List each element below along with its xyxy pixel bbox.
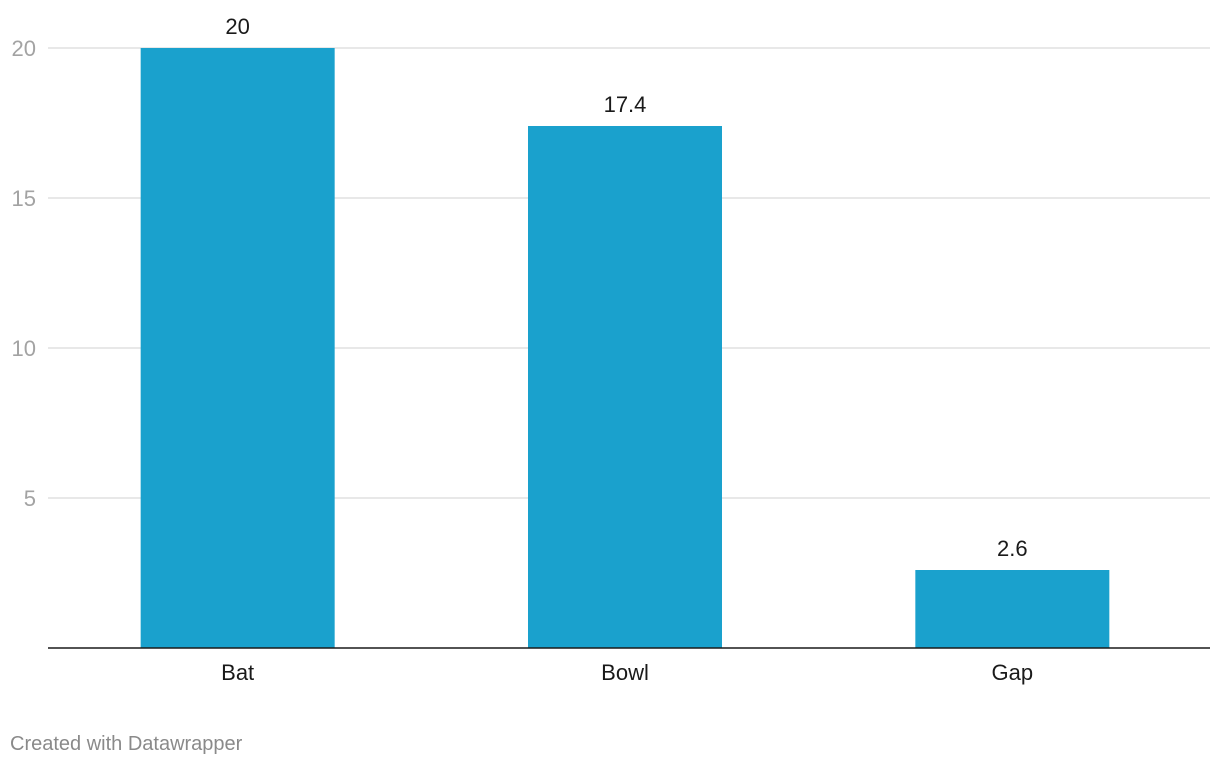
y-tick-label: 5 bbox=[24, 486, 36, 511]
bars bbox=[140, 48, 1110, 648]
category-label-bat: Bat bbox=[221, 660, 254, 685]
bar-bowl bbox=[528, 126, 722, 648]
bar-bat bbox=[140, 48, 335, 648]
value-label-bat: 20 bbox=[225, 14, 249, 39]
y-tick-label: 10 bbox=[12, 336, 36, 361]
value-label-gap: 2.6 bbox=[997, 536, 1028, 561]
bar-gap bbox=[915, 570, 1110, 648]
credit-footer: Created with Datawrapper bbox=[10, 733, 243, 755]
labels: 5 10 15 20 20 Bat 17.4 Bowl 2.6 Gap bbox=[12, 14, 1034, 685]
bar-chart: 5 10 15 20 20 Bat 17.4 Bowl 2.6 Gap bbox=[12, 14, 1210, 685]
y-tick-label: 15 bbox=[12, 186, 36, 211]
value-label-bowl: 17.4 bbox=[604, 92, 647, 117]
y-tick-label: 20 bbox=[12, 36, 36, 61]
category-label-gap: Gap bbox=[992, 660, 1034, 685]
category-label-bowl: Bowl bbox=[601, 660, 649, 685]
